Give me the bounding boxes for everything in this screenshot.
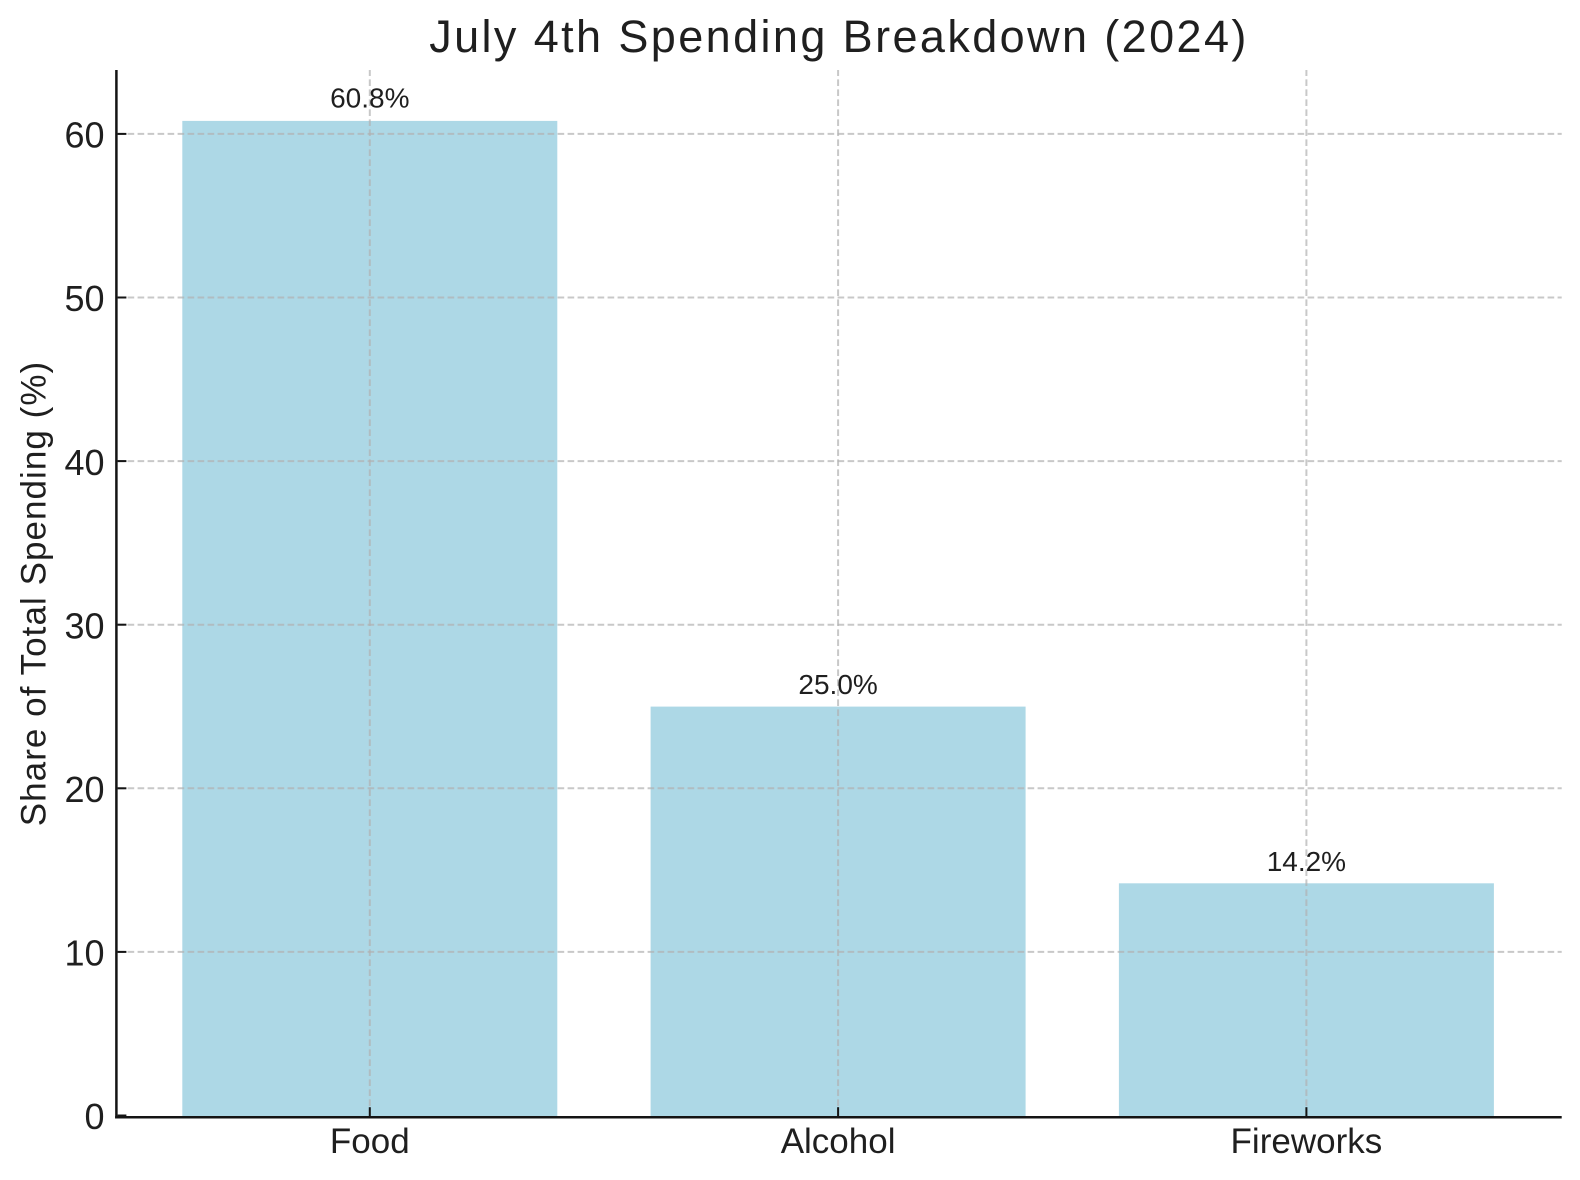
svg-text:60.8%: 60.8%: [330, 83, 409, 114]
svg-text:20: 20: [64, 769, 104, 810]
svg-text:Share of Total Spending (%): Share of Total Spending (%): [15, 361, 54, 826]
svg-text:Food: Food: [330, 1122, 410, 1161]
svg-text:10: 10: [64, 933, 104, 974]
svg-text:60: 60: [64, 115, 104, 156]
svg-text:Alcohol: Alcohol: [781, 1122, 896, 1161]
svg-text:25.0%: 25.0%: [798, 669, 877, 700]
svg-text:Fireworks: Fireworks: [1231, 1122, 1383, 1161]
svg-text:50: 50: [64, 278, 104, 319]
svg-text:30: 30: [64, 605, 104, 646]
svg-text:40: 40: [64, 442, 104, 483]
svg-text:14.2%: 14.2%: [1267, 846, 1346, 877]
svg-text:0: 0: [84, 1096, 104, 1137]
svg-text:July 4th Spending Breakdown (2: July 4th Spending Breakdown (2024): [429, 11, 1249, 62]
